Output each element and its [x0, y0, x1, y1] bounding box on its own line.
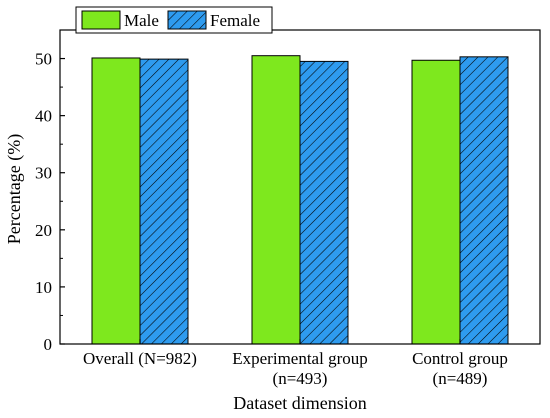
- chart-marks: [91, 55, 509, 345]
- legend-label-male: Male: [124, 11, 159, 30]
- bar-male-2: [411, 59, 461, 345]
- y-tick-label: 20: [35, 221, 52, 240]
- y-tick-label: 30: [35, 164, 52, 183]
- y-tick-label: 0: [44, 335, 53, 354]
- x-axis: Overall (N=982) Experimental group(n=493)…: [83, 339, 508, 388]
- bar-male-0: [91, 57, 141, 345]
- bar-female-1: [299, 60, 349, 345]
- x-tick-label: (n=489): [433, 369, 488, 388]
- x-tick-label: Overall (N=982): [83, 349, 197, 368]
- bar-female-0: [139, 58, 189, 345]
- y-axis-label: Percentage (%): [4, 134, 25, 244]
- y-tick-label: 50: [35, 50, 52, 69]
- y-tick-label: 10: [35, 278, 52, 297]
- y-axis: 0 10 20 30 40 50: [35, 50, 65, 354]
- legend-swatch-female: [167, 10, 207, 30]
- x-axis-label: Dataset dimension: [233, 393, 366, 413]
- x-tick-label: Control group: [412, 349, 508, 368]
- x-tick-label: Experimental group: [232, 349, 368, 368]
- bar-female-2: [459, 56, 509, 345]
- legend-swatch-male: [81, 10, 121, 30]
- y-tick-label: 40: [35, 107, 52, 126]
- x-tick-label: (n=493): [273, 369, 328, 388]
- legend: Male Female: [75, 6, 273, 34]
- legend-label-female: Female: [210, 11, 260, 30]
- bar-male-1: [251, 55, 301, 345]
